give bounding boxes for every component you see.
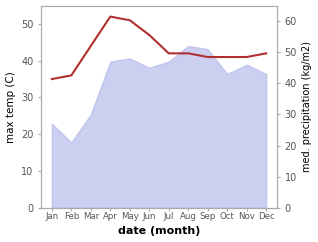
Y-axis label: max temp (C): max temp (C): [5, 71, 16, 143]
Y-axis label: med. precipitation (kg/m2): med. precipitation (kg/m2): [302, 41, 313, 172]
X-axis label: date (month): date (month): [118, 227, 200, 236]
